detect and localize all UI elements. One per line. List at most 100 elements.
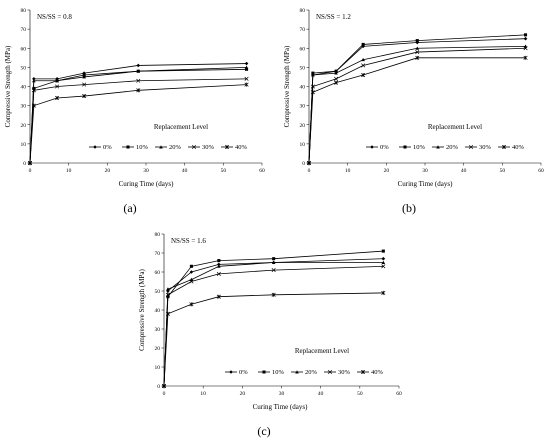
x-axis-label: Curing Time (days) [253, 403, 309, 411]
data-point [55, 84, 60, 89]
data-point [271, 260, 276, 264]
chart-panel-3: 0 10 20 30 40 50 60 0 10 20 30 40 50 60 70 80 Curing Tim… [138, 232, 402, 438]
legend-marker [229, 370, 233, 374]
y-tick-label: 10 [21, 142, 27, 148]
data-point [31, 103, 36, 108]
y-tick-label: 60 [21, 46, 27, 52]
legend-label: 30% [202, 144, 215, 151]
data-point [381, 256, 386, 261]
legend-marker [403, 145, 407, 149]
data-point [82, 73, 86, 77]
y-tick-label: 50 [21, 65, 27, 71]
data-point [523, 46, 528, 51]
y-tick-label: 80 [300, 8, 306, 14]
data-point [244, 61, 249, 66]
series-line-20% [308, 45, 526, 164]
y-axis-label: Compressive Strength (MPa) [138, 269, 146, 351]
x-axis-label: Curing Time (days) [398, 180, 454, 188]
legend-label: 20% [169, 144, 182, 151]
data-point [415, 50, 420, 55]
series-4 [161, 290, 386, 389]
x-tick-label: 60 [396, 391, 402, 397]
data-point [136, 69, 141, 73]
data-point [189, 270, 194, 274]
data-point [334, 80, 339, 85]
legend-marker [295, 370, 299, 374]
data-point [55, 95, 60, 101]
series-line-20% [29, 66, 247, 164]
data-point [244, 76, 249, 81]
y-tick-label: 20 [300, 123, 306, 129]
data-point [189, 302, 194, 307]
x-tick-label: 40 [182, 168, 188, 174]
y-tick-label: 40 [155, 308, 161, 314]
data-point [216, 294, 221, 299]
series-line-30% [163, 265, 384, 387]
legend-label: 0% [380, 144, 389, 151]
data-point [82, 82, 87, 87]
data-point [136, 88, 141, 93]
legend-marker [327, 369, 333, 375]
data-point [361, 72, 366, 78]
data-point [311, 73, 315, 77]
data-point [415, 46, 420, 50]
ns-ss-annotation: NS/SS = 1.2 [316, 13, 351, 21]
series-line-30% [29, 78, 247, 164]
series-3 [161, 264, 386, 389]
legend: 0% 10% 20% 30% 40% [225, 369, 384, 376]
legend-label: 10% [136, 144, 149, 151]
y-tick-label: 70 [21, 27, 27, 33]
legend-marker [159, 145, 163, 149]
data-point [82, 94, 87, 99]
x-tick-label: 40 [318, 391, 324, 397]
y-tick-label: 0 [23, 161, 26, 167]
x-tick-label: 0 [163, 391, 166, 397]
y-tick-label: 50 [155, 289, 161, 295]
legend-title: Replacement Level [295, 347, 349, 355]
legend-label: 0% [103, 144, 112, 151]
legend-label: 40% [235, 144, 248, 151]
chart-panel-1: 0 10 20 30 40 50 60 0 10 20 30 40 50 60 70 80 Curing Tim… [4, 8, 265, 215]
legend-marker [191, 144, 197, 150]
y-axis-label: Compressive Strength (MPa) [283, 45, 291, 127]
y-tick-label: 0 [302, 161, 305, 167]
data-point [217, 264, 221, 268]
x-tick-label: 0 [308, 168, 311, 174]
data-point [306, 160, 312, 166]
y-tick-label: 60 [300, 46, 306, 52]
series-line-40% [163, 292, 384, 387]
y-tick-label: 20 [21, 123, 27, 129]
data-point [334, 71, 338, 75]
legend-label: 40% [512, 144, 525, 151]
data-point [415, 55, 420, 60]
data-point [245, 67, 249, 71]
series-line-40% [29, 84, 247, 164]
data-point [244, 82, 249, 87]
data-point [82, 75, 86, 79]
series-line-40% [308, 57, 526, 164]
legend-label: 20% [446, 144, 459, 151]
y-tick-label: 80 [21, 8, 27, 14]
data-point [523, 55, 528, 60]
legend-marker [262, 370, 266, 374]
y-tick-label: 20 [155, 346, 161, 352]
data-point [166, 287, 170, 291]
y-tick-label: 30 [155, 327, 161, 333]
y-tick-label: 70 [300, 27, 306, 33]
legend-label: 20% [305, 369, 318, 376]
data-point [272, 257, 276, 261]
y-tick-label: 10 [155, 365, 161, 371]
data-point [32, 78, 36, 83]
legend-label: 30% [479, 144, 492, 151]
x-tick-label: 30 [422, 168, 428, 174]
y-tick-label: 30 [21, 104, 27, 110]
series-4 [27, 82, 249, 166]
x-tick-label: 30 [279, 391, 285, 397]
series-line-0% [163, 258, 384, 387]
data-point [311, 71, 315, 75]
data-point [271, 292, 276, 297]
x-tick-label: 20 [240, 391, 246, 397]
series-line-10% [163, 250, 384, 387]
legend-marker [436, 145, 440, 149]
x-tick-label: 30 [143, 168, 149, 174]
